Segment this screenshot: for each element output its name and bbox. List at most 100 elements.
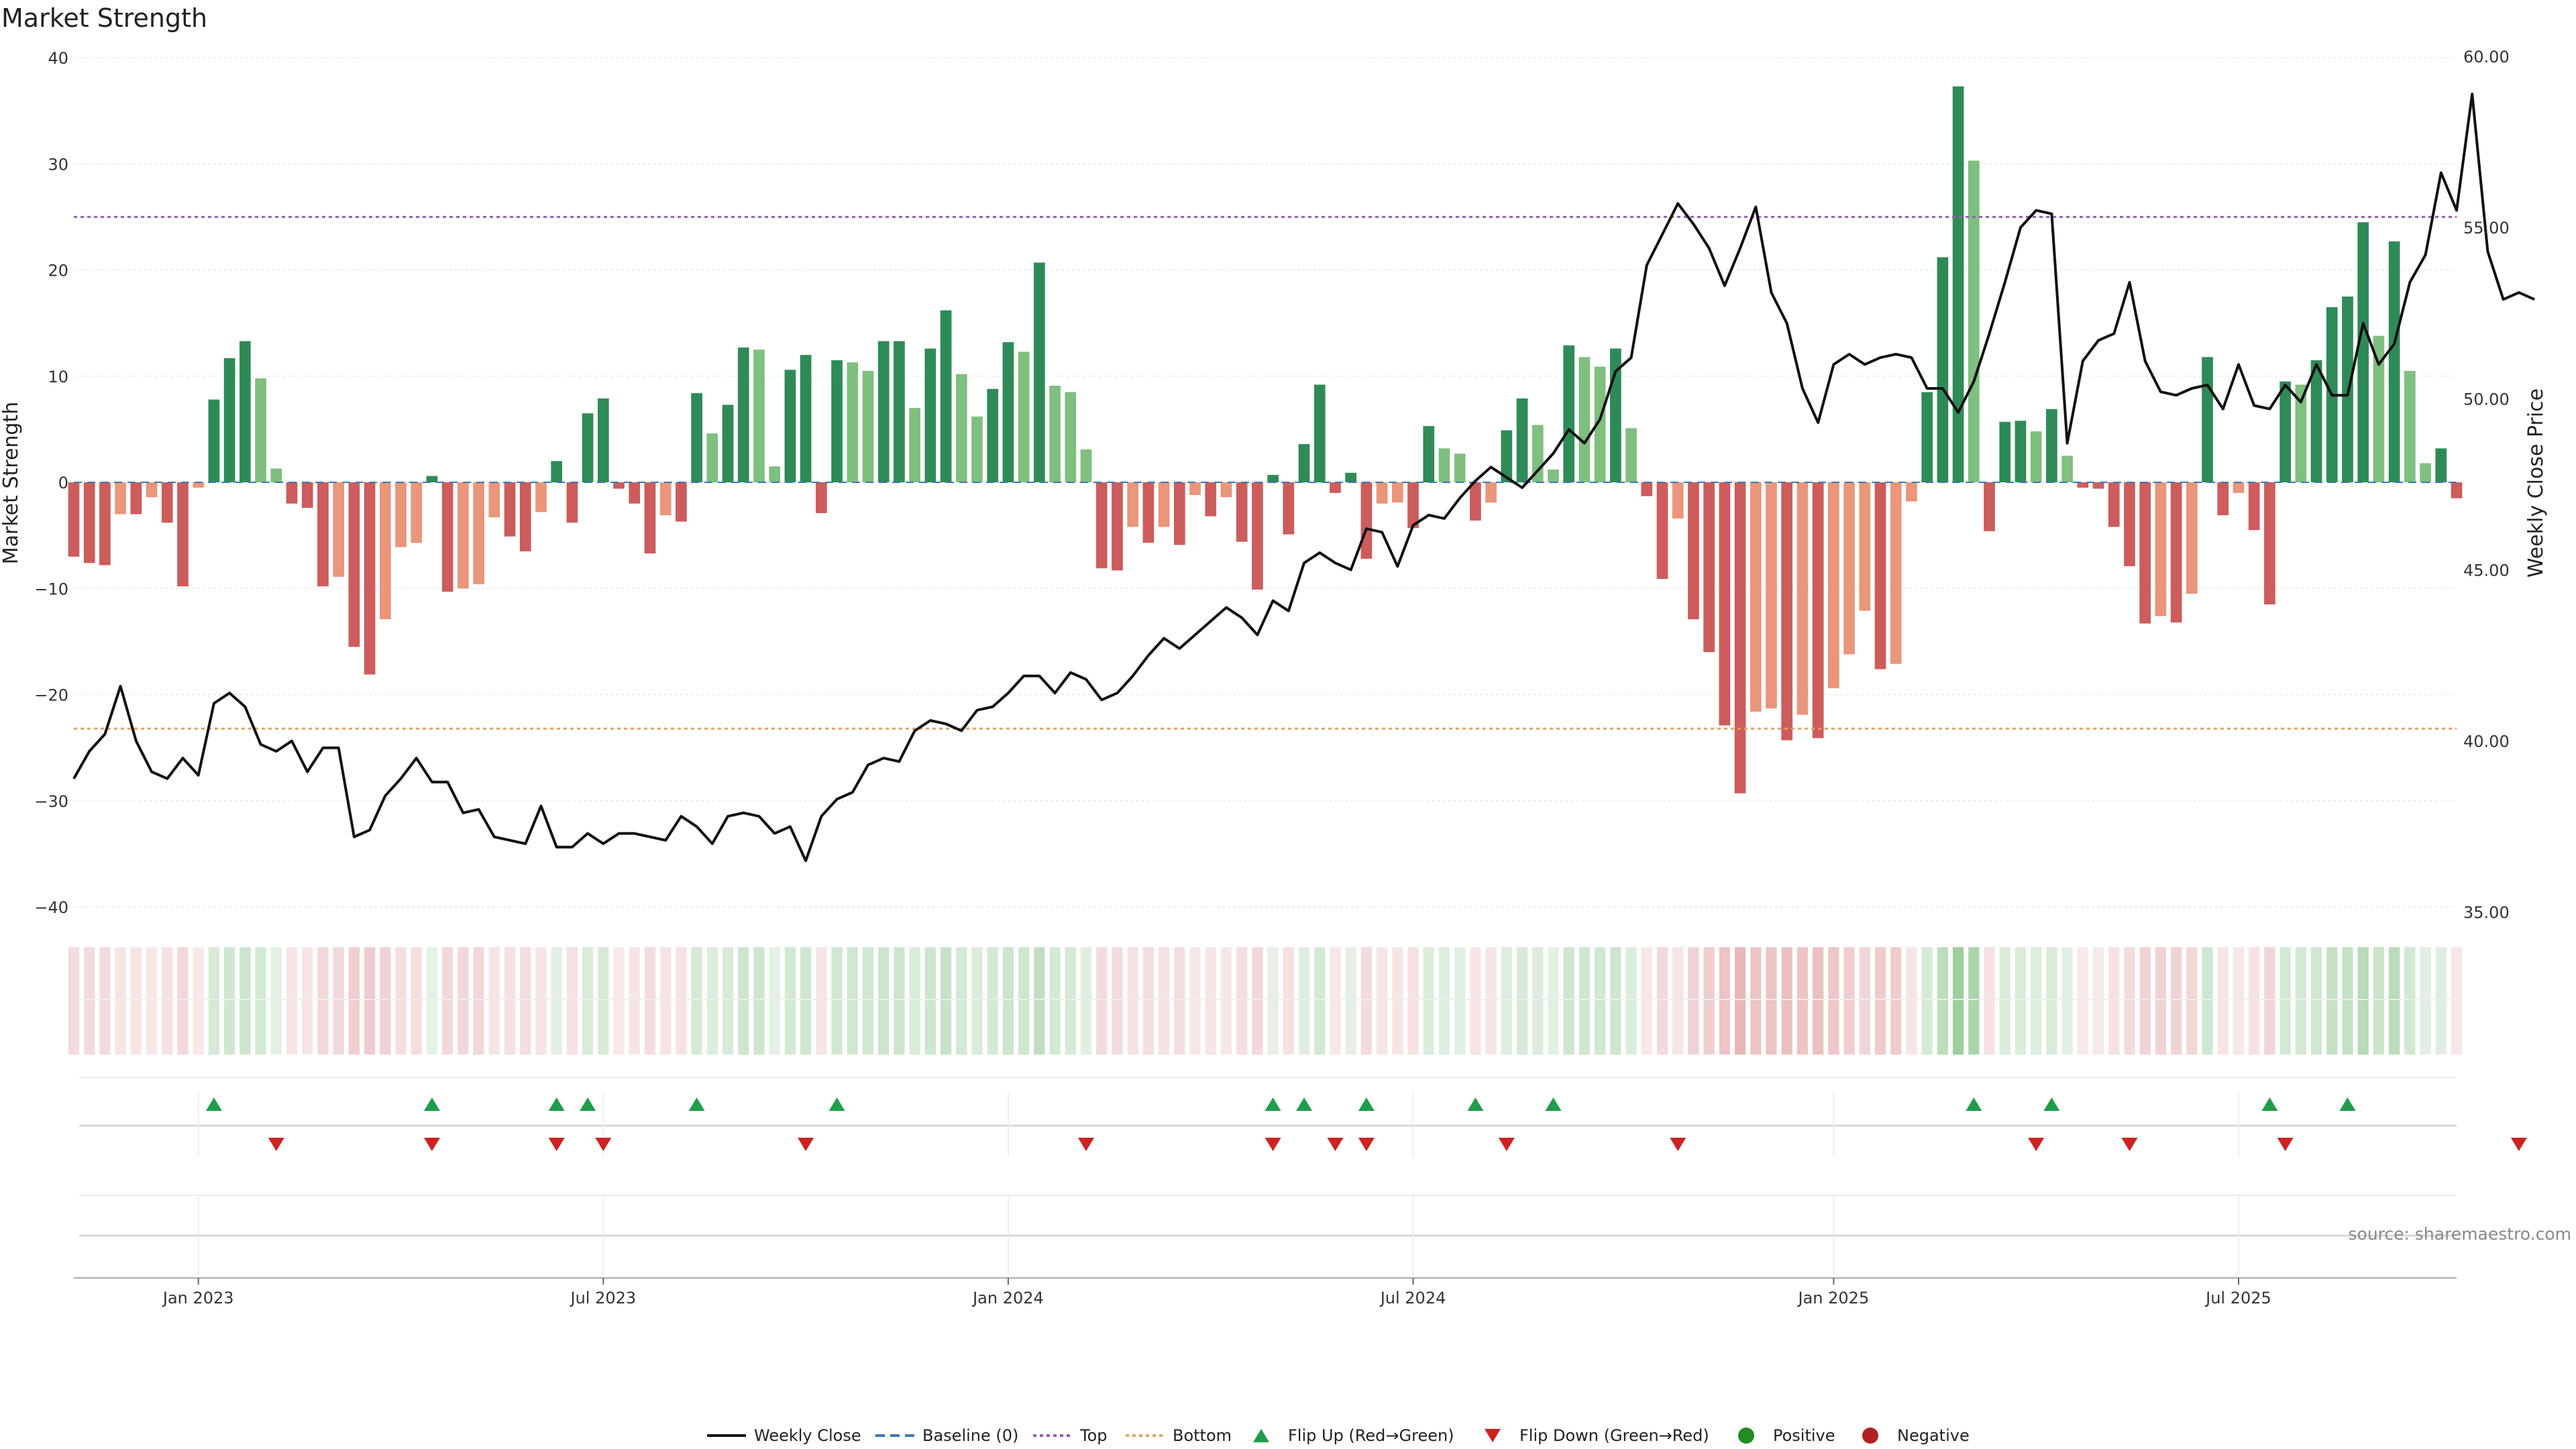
heat-cell	[520, 947, 531, 1055]
strength-bar	[1750, 482, 1762, 712]
strength-bar	[1937, 257, 1949, 482]
heat-cell	[1220, 947, 1232, 1055]
strength-bar	[706, 433, 718, 482]
heat-cell	[1578, 947, 1591, 1055]
flip-down-marker	[595, 1138, 612, 1151]
flip-down-marker	[1358, 1138, 1375, 1151]
strength-bar	[1220, 482, 1232, 498]
strength-bar	[1034, 262, 1045, 482]
y2-tick-label: 60.00	[2463, 48, 2510, 66]
strength-bar	[1158, 482, 1170, 527]
y-tick-label: 10	[48, 368, 68, 386]
strength-bar	[2202, 357, 2213, 482]
strength-bar	[1127, 482, 1139, 527]
strength-bar	[1438, 448, 1450, 482]
flip-down-marker	[2028, 1138, 2045, 1151]
heat-cell	[1625, 947, 1637, 1055]
flip-up-marker	[828, 1097, 845, 1111]
strength-bar	[301, 482, 313, 508]
heat-cell	[1345, 947, 1356, 1055]
strength-bar	[1859, 482, 1871, 611]
strength-bar	[613, 482, 625, 489]
strength-bar	[2279, 381, 2291, 482]
strength-bar	[1283, 482, 1295, 535]
strength-bar	[877, 341, 890, 482]
reference-lines	[74, 215, 2457, 730]
heat-cell	[816, 947, 827, 1055]
strength-bar	[1796, 482, 1809, 715]
heat-cell	[1423, 947, 1434, 1055]
y-tick-label: −10	[34, 580, 68, 598]
strength-bar	[488, 482, 500, 518]
strength-bar	[582, 413, 594, 482]
strength-bar	[379, 482, 391, 620]
strength-bar	[519, 482, 531, 551]
heat-cell	[1407, 947, 1419, 1055]
heat-cell	[1330, 947, 1341, 1055]
heat-cell	[1516, 947, 1528, 1055]
heat-cell	[286, 947, 298, 1055]
strength-heat-strip	[68, 947, 2463, 1055]
legend-label: Flip Up (Red→Green)	[1288, 1426, 1454, 1445]
heat-cell	[458, 947, 469, 1055]
heat-cell	[1968, 947, 1980, 1055]
heat-cell	[1360, 947, 1373, 1055]
heat-cell	[566, 947, 578, 1055]
heat-cell	[2249, 947, 2260, 1055]
flip-up-marker	[423, 1097, 440, 1111]
heat-cell	[924, 947, 936, 1055]
strength-bar	[1298, 444, 1310, 482]
heat-cell	[2310, 947, 2322, 1055]
flip-up-marker	[1545, 1097, 1562, 1111]
strength-bar	[629, 482, 641, 504]
heat-cell	[1813, 947, 1824, 1055]
heat-cell	[2373, 947, 2385, 1055]
heat-cell	[956, 947, 967, 1055]
heat-cell	[2139, 947, 2151, 1055]
strength-bar	[1501, 430, 1513, 482]
strength-bar	[2186, 482, 2198, 594]
strength-bar	[1189, 482, 1201, 495]
heat-cell	[255, 947, 266, 1055]
heat-cell	[317, 947, 329, 1055]
heat-cell	[1112, 947, 1123, 1055]
strength-bar	[286, 482, 298, 504]
strength-bar	[2404, 370, 2416, 482]
heat-cell	[831, 947, 843, 1055]
heat-cell	[1252, 947, 1263, 1055]
heat-cell	[2342, 947, 2353, 1055]
strength-bar	[894, 341, 905, 482]
strength-bar	[426, 476, 438, 482]
heat-cell	[224, 947, 235, 1055]
heat-cell	[1298, 947, 1310, 1055]
heat-cell	[691, 947, 702, 1055]
legend-label: Baseline (0)	[922, 1426, 1018, 1445]
strength-bar	[909, 408, 921, 482]
strength-bar	[395, 482, 407, 547]
heat-cell	[582, 947, 594, 1055]
x-tick-label: Jul 2025	[2204, 1289, 2271, 1307]
strength-bar	[676, 482, 687, 522]
flip-up-marker	[1296, 1097, 1313, 1111]
strength-bar	[815, 482, 827, 513]
strength-bar	[1641, 482, 1653, 496]
strength-bar	[1454, 453, 1466, 482]
flip-down-marker	[1670, 1138, 1686, 1151]
weekly-close-path	[72, 93, 2535, 863]
flip-down-marker	[2277, 1138, 2294, 1151]
heat-cell	[380, 947, 391, 1055]
strength-bar	[551, 461, 563, 482]
strength-bar	[924, 348, 936, 482]
heat-cell	[1563, 947, 1574, 1055]
strength-bar	[2451, 482, 2463, 498]
heat-cell	[940, 947, 952, 1055]
heat-cell	[84, 947, 95, 1055]
heat-cell	[1734, 947, 1746, 1055]
strength-bar	[1205, 482, 1217, 517]
strength-bar	[146, 482, 158, 498]
heat-cell	[1174, 947, 1185, 1055]
heat-cell	[738, 947, 749, 1055]
legend-swatch	[1485, 1429, 1501, 1442]
strength-bar	[1345, 472, 1357, 482]
flip-up-marker	[580, 1097, 596, 1111]
